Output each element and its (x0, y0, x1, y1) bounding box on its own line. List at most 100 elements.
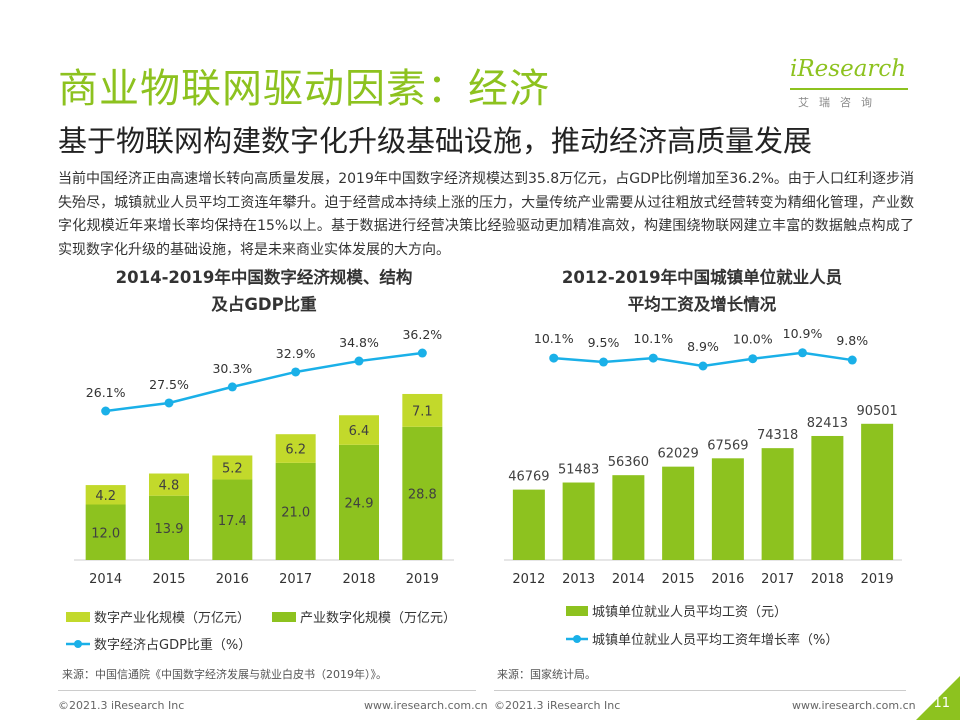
x-tick-label: 2014 (89, 572, 122, 587)
legend-label-digital-industrialization: 数字产业化规模（万亿元） (94, 611, 250, 626)
chart-title-line: 平均工资及增长情况 (628, 294, 777, 314)
bar-average-wage (662, 466, 695, 560)
line-gdp-share (105, 351, 423, 413)
bar-label-digital-industrialization: 5.2 (222, 462, 243, 477)
legend-marker-gdp-share (74, 640, 82, 648)
x-tick-label: 2018 (342, 572, 375, 587)
footer-url-right[interactable]: www.iresearch.com.cn (792, 699, 916, 712)
legend-swatch-average-wage (566, 606, 588, 616)
bar-label-industrial-digitization: 28.8 (408, 487, 437, 502)
x-tick-label: 2014 (612, 572, 645, 587)
bar-label-digital-industrialization: 4.8 (159, 479, 180, 494)
line-label-wage-growth: 10.1% (633, 331, 673, 346)
legend-swatch-digital-industrialization (66, 612, 90, 622)
x-tick-label: 2016 (216, 572, 249, 587)
chart-title-line: 2012-2019年中国城镇单位就业人员 (562, 267, 842, 287)
bar-digital-industrialization (275, 434, 316, 463)
bar-label-average-wage: 82413 (807, 416, 848, 431)
bar-label-industrial-digitization: 24.9 (345, 496, 374, 511)
bar-industrial-digitization (212, 479, 253, 560)
bar-average-wage (811, 435, 844, 560)
page-subtitle: 基于物联网构建数字化升级基础设施，推动经济高质量发展 (58, 124, 813, 158)
x-tick-label: 2019 (406, 572, 439, 587)
bar-label-average-wage: 56360 (608, 455, 649, 470)
source-left: 来源：中国信通院《中国数字经济发展与就业白皮书（2019年）》。 (62, 668, 387, 681)
line-point-wage-growth (847, 355, 857, 365)
bar-digital-industrialization (149, 473, 189, 496)
logo-cn-text: 艾瑞咨询 (798, 96, 882, 109)
logo-underline (790, 88, 908, 90)
bar-label-industrial-digitization: 13.9 (155, 522, 184, 537)
bar-industrial-digitization (275, 462, 316, 560)
x-tick-label: 2017 (761, 572, 794, 587)
footer-divider-right (494, 690, 906, 691)
chart-title-line: 2014-2019年中国数字经济规模、结构 (116, 267, 413, 287)
x-tick-label: 2019 (861, 572, 894, 587)
bar-label-average-wage: 46769 (508, 470, 549, 485)
line-point-wage-growth (599, 357, 608, 367)
legend-label-wage-growth: 城镇单位就业人员平均工资年增长率（%） (592, 632, 838, 648)
x-tick-label: 2015 (662, 572, 695, 587)
bar-label-average-wage: 74318 (757, 428, 798, 443)
bar-average-wage (512, 489, 545, 560)
x-tick-label: 2018 (811, 572, 844, 587)
bar-label-average-wage: 62029 (657, 447, 698, 462)
line-label-wage-growth: 8.9% (687, 339, 719, 354)
line-label-wage-growth: 10.9% (783, 326, 823, 341)
line-label-gdp-share: 34.8% (339, 335, 379, 350)
page-title: 商业物联网驱动因素：经济 (58, 66, 550, 112)
line-label-gdp-share: 32.9% (276, 346, 316, 361)
bar-digital-industrialization (212, 455, 253, 480)
line-label-gdp-share: 26.1% (86, 385, 126, 400)
bar-label-digital-industrialization: 7.1 (412, 404, 433, 419)
footer-url-left[interactable]: www.iresearch.com.cn (364, 699, 488, 712)
bar-label-digital-industrialization: 6.4 (349, 424, 370, 439)
line-point-wage-growth (798, 348, 807, 358)
line-label-wage-growth: 9.5% (588, 335, 620, 350)
line-label-wage-growth: 10.1% (534, 331, 574, 346)
iresearch-logo: iResearch 艾瑞咨询 (790, 56, 920, 112)
footer-divider-left (58, 690, 476, 691)
line-point-wage-growth (549, 353, 559, 363)
bar-digital-industrialization (339, 415, 379, 445)
bar-average-wage (761, 448, 794, 560)
footer-copyright-left: ©2021.3 iResearch Inc (58, 699, 185, 712)
legend-label-industrial-digitization: 产业数字化规模（万亿元） (300, 611, 456, 626)
line-point-wage-growth (648, 353, 658, 363)
legend-marker-wage-growth (573, 635, 581, 643)
line-label-gdp-share: 27.5% (149, 377, 189, 392)
chart-title-line: 及占GDP比重 (211, 294, 316, 314)
bar-label-average-wage: 67569 (707, 438, 748, 453)
line-label-wage-growth: 9.8% (836, 333, 868, 348)
legend-swatch-industrial-digitization (272, 612, 296, 622)
legend-label-average-wage: 城镇单位就业人员平均工资（元） (592, 605, 787, 620)
line-point-wage-growth (748, 354, 758, 364)
line-label-gdp-share: 36.2% (402, 327, 442, 342)
bar-label-industrial-digitization: 21.0 (281, 505, 310, 520)
logo-text: iResearch (790, 56, 907, 82)
line-point-gdp-share (164, 398, 174, 408)
line-point-gdp-share (291, 367, 301, 377)
x-tick-label: 2012 (512, 572, 545, 587)
bar-label-digital-industrialization: 6.2 (285, 443, 306, 458)
bar-label-industrial-digitization: 17.4 (218, 514, 247, 529)
bar-label-industrial-digitization: 12.0 (91, 526, 120, 541)
source-right: 来源：国家统计局。 (497, 668, 596, 681)
bar-digital-industrialization (85, 485, 126, 505)
intro-paragraph: 当前中国经济正由高速增长转向高质量发展，2019年中国数字经济规模达到35.8万… (58, 171, 914, 258)
x-tick-label: 2017 (279, 572, 312, 587)
bar-industrial-digitization (339, 444, 379, 560)
line-point-gdp-share (101, 406, 111, 416)
line-label-gdp-share: 30.3% (212, 361, 252, 376)
bar-average-wage (711, 458, 744, 560)
footer-copyright-right: ©2021.3 iResearch Inc (494, 699, 621, 712)
bar-industrial-digitization (149, 495, 189, 560)
bar-label-average-wage: 51483 (558, 463, 599, 478)
bar-label-average-wage: 90501 (856, 404, 897, 419)
bar-average-wage (562, 482, 595, 560)
bar-average-wage (861, 423, 894, 560)
line-point-gdp-share (417, 348, 427, 358)
